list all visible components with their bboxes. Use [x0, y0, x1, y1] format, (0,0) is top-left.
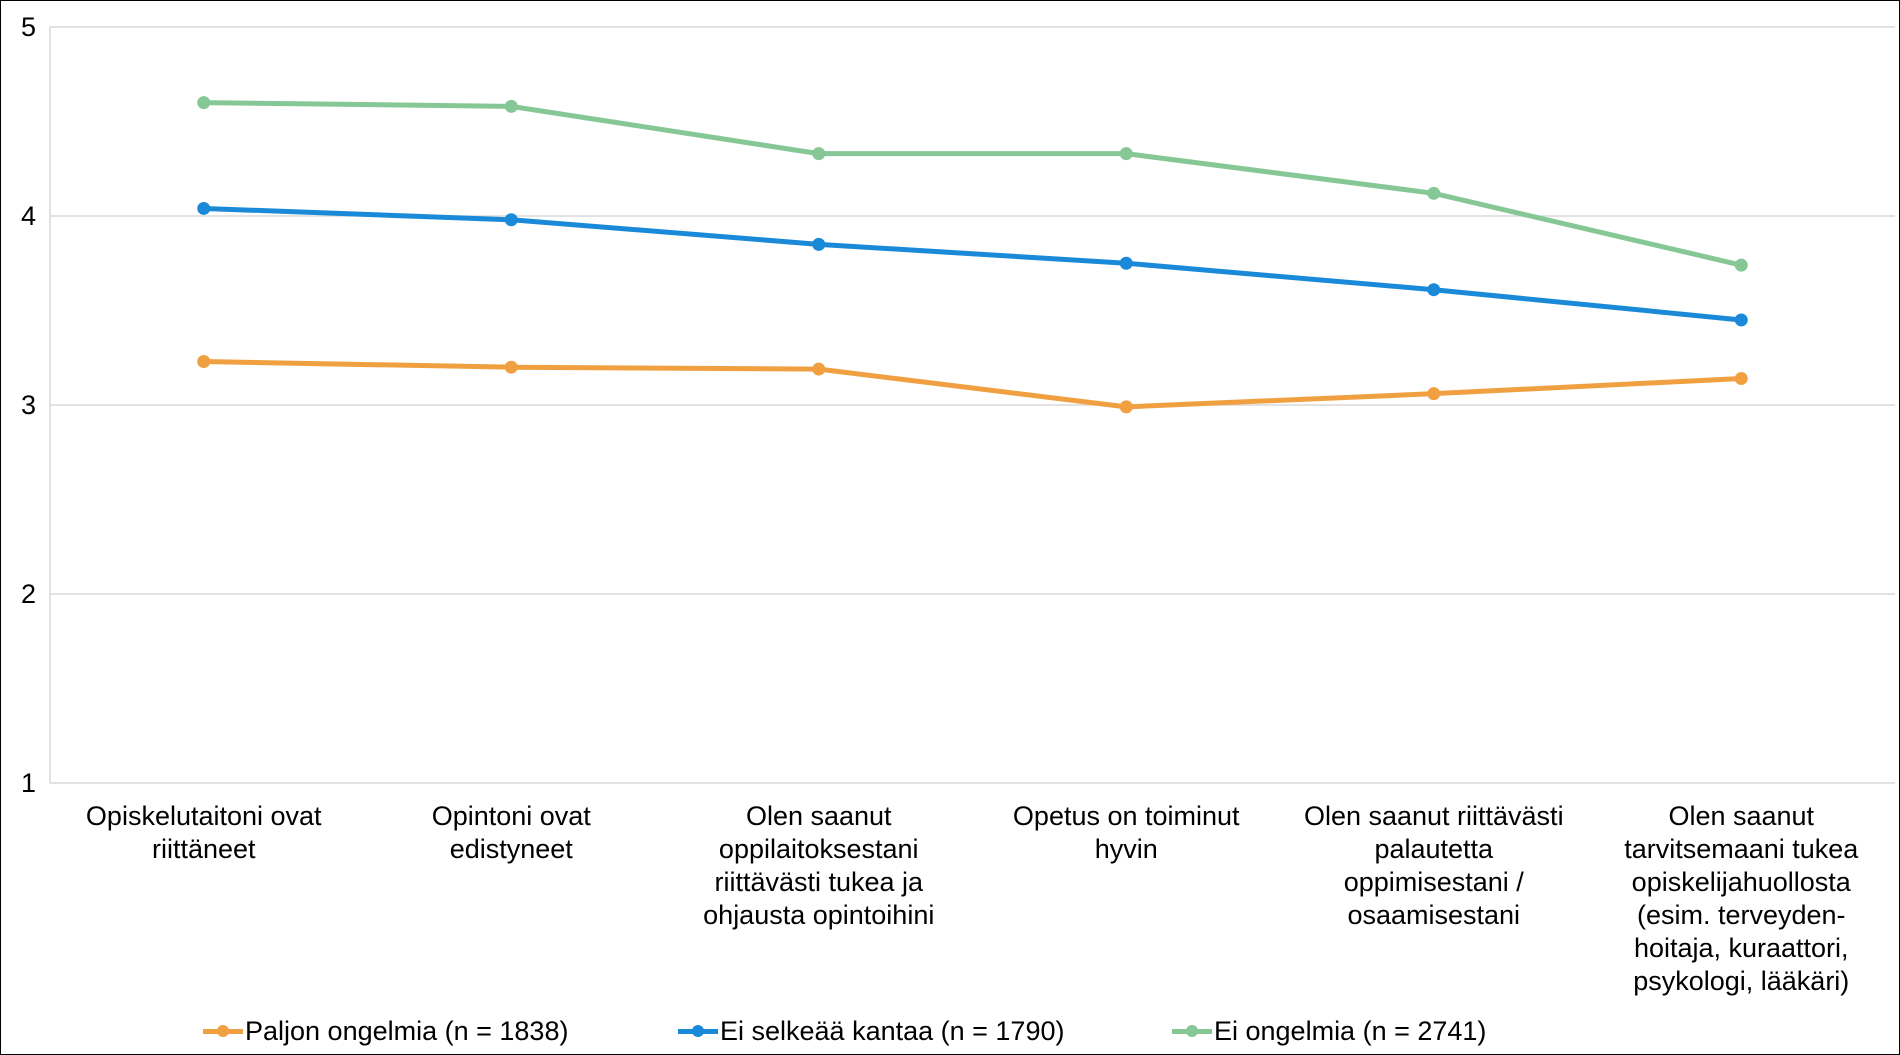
data-point	[1119, 147, 1133, 161]
data-point	[1734, 258, 1748, 272]
data-point	[1427, 186, 1441, 200]
legend-swatch	[1172, 1012, 1212, 1050]
category-label: Opintoni ovat edistyneet	[431, 801, 591, 864]
y-tick-label: 3	[20, 390, 36, 420]
category-label: Olen saanut oppilaitoksestani riittävästi …	[703, 801, 935, 930]
series-line-0	[203, 359, 1742, 410]
legend-label: Ei ongelmia (n = 2741)	[1214, 1016, 1487, 1046]
data-point	[1119, 256, 1133, 270]
y-tick-label: 5	[20, 12, 36, 42]
y-tick-label: 2	[20, 579, 36, 609]
data-point	[197, 355, 211, 369]
data-point	[1734, 313, 1748, 327]
data-point	[197, 96, 211, 110]
data-point	[812, 237, 826, 251]
legend-swatch	[678, 1012, 718, 1050]
category-label: Olen saanut tarvitsemaani tukea opiskelija…	[1624, 801, 1859, 996]
data-point	[812, 147, 826, 161]
category-label: Opiskelutaitoni ovat riittäneet	[85, 801, 322, 864]
legend-item: Ei selkeää kantaa (n = 1790)	[678, 1012, 1064, 1050]
data-point	[504, 99, 518, 113]
legend-label: Ei selkeää kantaa (n = 1790)	[720, 1016, 1065, 1046]
y-tick-label: 1	[20, 768, 36, 798]
data-point	[1427, 387, 1441, 401]
y-tick-label: 4	[20, 201, 36, 231]
category-label: Olen saanut riittävästi palautetta oppimis…	[1303, 801, 1564, 930]
data-point	[504, 213, 518, 227]
series-line-1	[203, 205, 1742, 323]
legend-label: Paljon ongelmia (n = 1838)	[245, 1016, 569, 1046]
data-point	[504, 360, 518, 374]
data-point	[812, 362, 826, 376]
legend-swatch	[203, 1012, 243, 1050]
legend: Paljon ongelmia (n = 1838) Ei selkeää kan…	[0, 1012, 1900, 1052]
data-point	[1427, 283, 1441, 297]
legend-item: Paljon ongelmia (n = 1838)	[203, 1012, 568, 1050]
category-label: Opetus on toiminut hyvin	[1012, 801, 1240, 864]
series-line-2	[203, 100, 1742, 268]
legend-item: Ei ongelmia (n = 2741)	[1172, 1012, 1486, 1050]
data-point	[1119, 400, 1133, 414]
data-point	[197, 201, 211, 215]
data-point	[1734, 372, 1748, 386]
